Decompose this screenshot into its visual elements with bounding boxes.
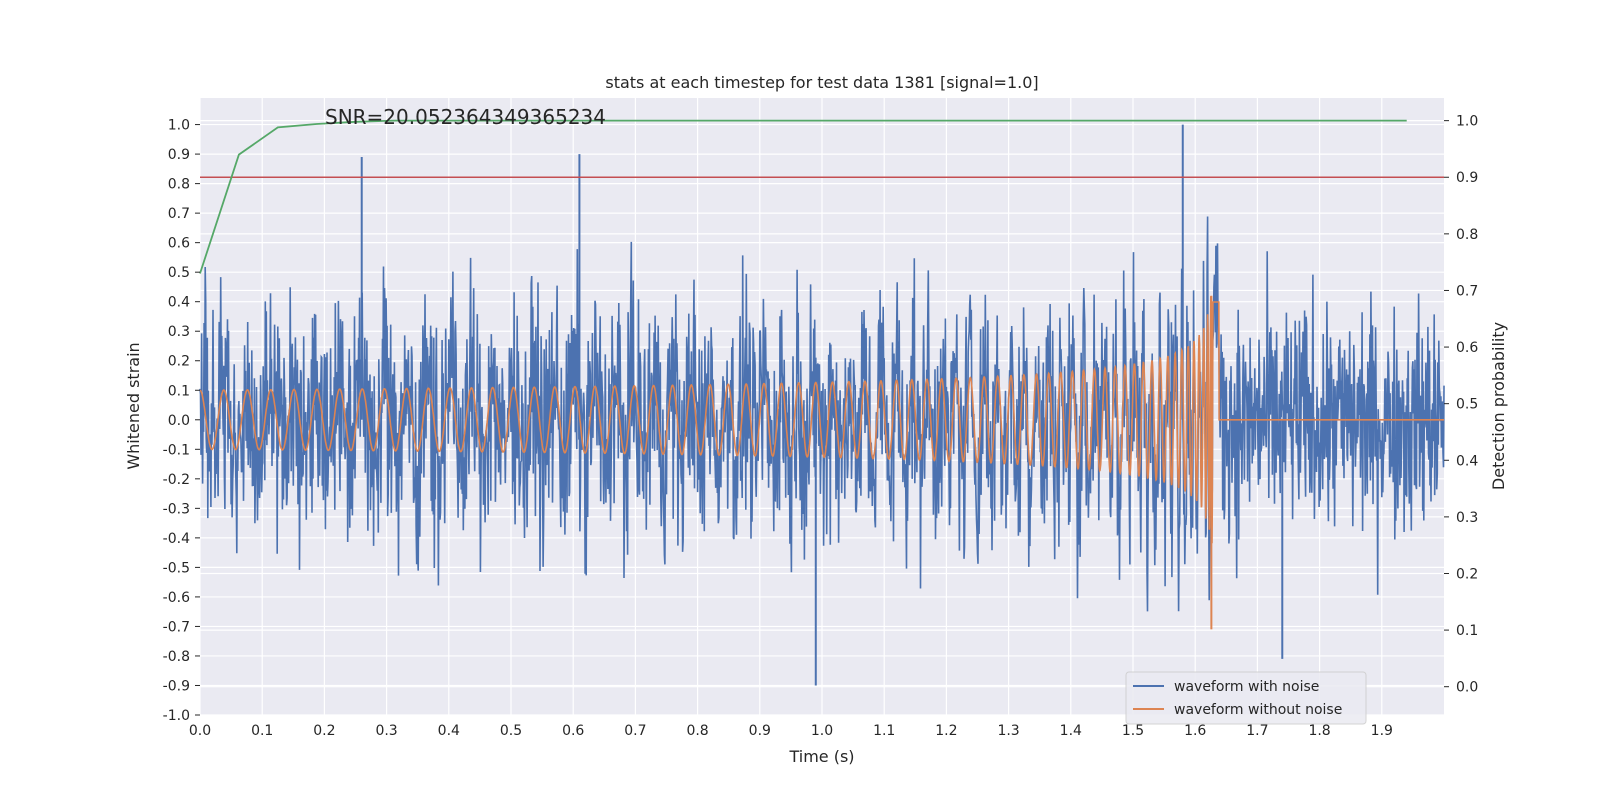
series-line-probability — [199, 119, 1407, 274]
y2-tick-label: 0.8 — [1456, 227, 1478, 243]
y-tick-label: -0.5 — [163, 560, 190, 576]
x-tick-label: 1.4 — [1060, 723, 1082, 739]
y2-tick-label: 0.1 — [1456, 623, 1478, 639]
x-tick-label: 0.3 — [375, 723, 397, 739]
y-tick-label: -0.1 — [163, 442, 190, 458]
y2-tick-label: 0.7 — [1456, 283, 1478, 299]
x-tick-label: 0.2 — [313, 723, 335, 739]
y-axis-label: Whitened strain — [124, 342, 143, 469]
series-line-clean — [199, 296, 1444, 544]
legend-label-clean: waveform without noise — [1174, 702, 1342, 718]
y-tick-label: 0.9 — [168, 147, 190, 163]
legend: waveform with noise waveform without noi… — [1125, 671, 1367, 725]
x-tick-label: 0.7 — [624, 723, 646, 739]
x-axis-label: Time (s) — [788, 747, 854, 766]
x-tick-label: 1.9 — [1371, 723, 1393, 739]
x-tick-label: 1.7 — [1246, 723, 1268, 739]
x-tick-label: 0.4 — [438, 723, 460, 739]
y-tick-label: 0.5 — [168, 265, 190, 281]
y2-tick-label: 0.9 — [1456, 170, 1478, 186]
series-layer — [199, 119, 1445, 686]
x-tick-label: 0.8 — [686, 723, 708, 739]
y2-tick-label: 0.0 — [1456, 680, 1478, 696]
y2-axis-label: Detection probability — [1489, 322, 1508, 490]
x-tick-label: 1.8 — [1308, 723, 1330, 739]
y-tick-label: 0.6 — [168, 236, 190, 252]
legend-box — [1125, 671, 1367, 725]
y-tick-label: 0.2 — [168, 354, 190, 370]
snr-annotation: SNR=20.052364349365234 — [325, 105, 606, 129]
y-tick-label: -0.6 — [163, 590, 190, 606]
x-tick-label: 1.5 — [1122, 723, 1144, 739]
y-tick-label: -0.7 — [163, 619, 190, 635]
y-tick-label: -0.8 — [163, 649, 190, 665]
y2-tick-label: 0.5 — [1456, 397, 1478, 413]
x-tick-label: 1.6 — [1184, 723, 1206, 739]
y2-tick-label: 0.4 — [1456, 453, 1478, 469]
y-tick-label: 0.0 — [168, 413, 190, 429]
y-tick-label: 0.7 — [168, 206, 190, 222]
x-tick-label: 0.6 — [562, 723, 584, 739]
series-line-noise — [199, 216, 1445, 612]
y-tick-label: 0.3 — [168, 324, 190, 340]
x-tick-label: 1.3 — [997, 723, 1019, 739]
x-tick-label: 1.0 — [811, 723, 833, 739]
x-tick-label: 1.2 — [935, 723, 957, 739]
x-tick-label: 0.1 — [251, 723, 273, 739]
y-tick-label: 1.0 — [168, 118, 190, 134]
y-tick-label: 0.8 — [168, 177, 190, 193]
y2-tick-label: 0.2 — [1456, 566, 1478, 582]
y2-tick-label: 0.6 — [1456, 340, 1478, 356]
y2-tick-label: 0.3 — [1456, 510, 1478, 526]
x-tick-label: 1.1 — [873, 723, 895, 739]
tick-labels: 0.0 0.1 0.2 0.3 0.4 0.5 0.6 0.7 0.8 0.9 1.0 1.1 1.2 1… — [163, 114, 1479, 739]
chart-title: stats at each timestep for test data 138… — [605, 73, 1038, 92]
y-tick-label: 0.1 — [168, 383, 190, 399]
y-tick-label: -1.0 — [163, 708, 190, 724]
x-tick-label: 0.9 — [749, 723, 771, 739]
legend-label-noise: waveform with noise — [1174, 679, 1319, 695]
y-tick-label: -0.2 — [163, 472, 190, 488]
y-tick-label: -0.3 — [163, 501, 190, 517]
y-tick-label: -0.9 — [163, 678, 190, 694]
x-tick-label: 0.0 — [189, 723, 211, 739]
y2-tick-label: 1.0 — [1456, 114, 1478, 130]
y-tick-label: 0.4 — [168, 295, 190, 311]
x-tick-label: 0.5 — [500, 723, 522, 739]
y-tick-label: -0.4 — [163, 531, 190, 547]
